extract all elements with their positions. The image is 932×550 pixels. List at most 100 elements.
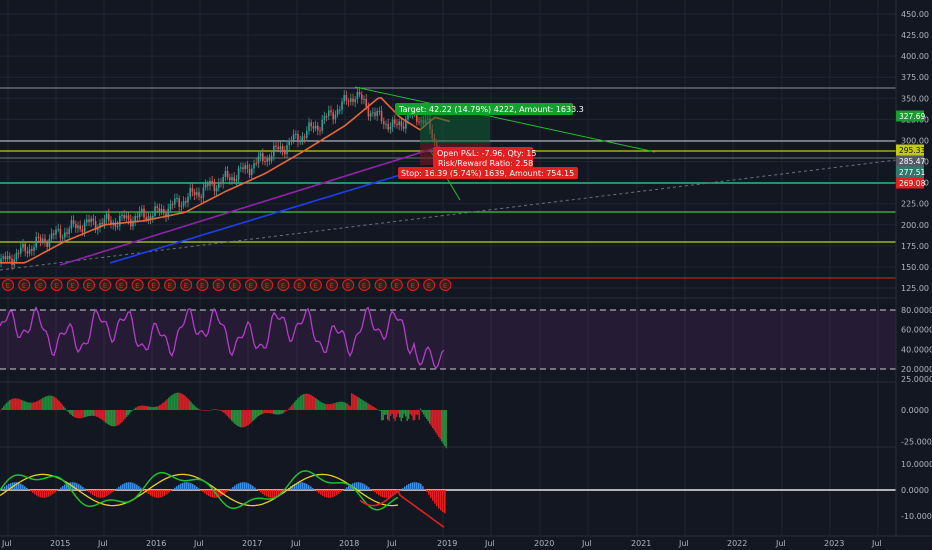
candle-body bbox=[46, 242, 48, 247]
momentum-bar bbox=[342, 401, 344, 410]
momentum-bar bbox=[235, 410, 237, 425]
macd-bar bbox=[262, 490, 264, 495]
macd-bar bbox=[242, 482, 244, 490]
momentum-bar bbox=[208, 410, 210, 411]
target-label-box[interactable]: Target: 42.22 (14.79%) 4222, Amount: 163… bbox=[395, 103, 584, 115]
momentum-bar bbox=[283, 410, 285, 413]
momentum-bar bbox=[370, 405, 372, 410]
macd-bar bbox=[280, 490, 282, 495]
earnings-marker-label: E bbox=[168, 282, 172, 290]
macd-bar bbox=[204, 490, 206, 494]
momentum-pane[interactable] bbox=[0, 392, 447, 449]
macd-bar bbox=[150, 490, 152, 496]
price-pane[interactable]: E E E E E E E E E E E E E E E E E E E E E E E E E E E E Target: 42.… bbox=[0, 86, 897, 291]
momentum-tick-label: -25.0000 bbox=[901, 437, 932, 446]
macd-bar bbox=[106, 490, 108, 497]
macd-bar bbox=[406, 485, 408, 490]
macd-bar bbox=[140, 487, 142, 490]
price-tick-label: 200.00 bbox=[901, 221, 929, 230]
candle-body bbox=[185, 201, 187, 203]
momentum-bar bbox=[189, 400, 191, 410]
momentum-bar bbox=[433, 410, 435, 431]
price-tick-label: 175.00 bbox=[901, 242, 929, 251]
target-label: Target: 42.22 (14.79%) 4222, Amount: 163… bbox=[398, 105, 584, 114]
time-axis-label: 2017 bbox=[242, 539, 262, 548]
price-tags[interactable]: 327.69 295.33 285.47 277.51 269.08 bbox=[896, 110, 925, 189]
candle-body bbox=[0, 258, 2, 264]
momentum-bar bbox=[363, 400, 365, 410]
macd-histogram bbox=[0, 482, 446, 514]
macd-bar bbox=[62, 486, 64, 490]
pnl-box[interactable]: Open P&L: -7.96, Qty: 15 Risk/Reward Rat… bbox=[433, 147, 536, 169]
macd-bar bbox=[310, 486, 312, 490]
stop-label-box[interactable]: Stop: 16.39 (5.74%) 1639, Amount: 754.15 bbox=[398, 167, 578, 179]
momentum-bar bbox=[333, 403, 335, 410]
momentum-bar bbox=[199, 409, 201, 411]
macd-pane[interactable] bbox=[0, 470, 896, 528]
earnings-marker-icon bbox=[374, 279, 387, 291]
candle-body bbox=[200, 196, 202, 198]
candle-body bbox=[244, 165, 246, 170]
time-axis-label: Jul bbox=[678, 539, 689, 548]
time-axis-label: Jul bbox=[871, 539, 882, 548]
candle-body bbox=[127, 215, 130, 220]
momentum-bar bbox=[393, 410, 395, 419]
candle-body bbox=[105, 213, 108, 220]
candle-body bbox=[2, 256, 4, 259]
candle-body bbox=[325, 116, 328, 118]
macd-bar bbox=[272, 490, 274, 498]
momentum-bar bbox=[262, 410, 264, 414]
macd-bar bbox=[326, 490, 328, 498]
momentum-bar bbox=[292, 403, 294, 410]
momentum-bar bbox=[157, 405, 159, 410]
candle-body bbox=[264, 160, 266, 162]
price-tick-label: 300.00 bbox=[901, 136, 929, 145]
earnings-marker-label: E bbox=[232, 282, 236, 290]
momentum-bar bbox=[445, 410, 447, 449]
earnings-marker-label: E bbox=[103, 282, 107, 290]
macd-bar bbox=[34, 490, 36, 495]
momentum-bar bbox=[382, 410, 384, 421]
momentum-bar bbox=[423, 410, 425, 415]
macd-bar bbox=[160, 490, 162, 498]
momentum-bar bbox=[60, 402, 62, 410]
macd-bar bbox=[80, 485, 82, 490]
time-axis[interactable]: Jul 2015 Jul 2016 Jul 2017 Jul 2018 Jul 2019 Jul 20… bbox=[0, 535, 932, 548]
candle-body bbox=[391, 119, 394, 127]
candle-body bbox=[372, 112, 374, 114]
momentum-bar bbox=[379, 410, 381, 411]
macd-bar bbox=[6, 485, 8, 490]
candle-body bbox=[28, 249, 31, 254]
macd-bar bbox=[308, 485, 310, 490]
candle-body bbox=[147, 216, 150, 220]
momentum-bar bbox=[25, 401, 27, 410]
macd-bar bbox=[442, 490, 444, 513]
target-zone[interactable] bbox=[420, 113, 490, 143]
momentum-bar bbox=[424, 410, 426, 417]
earnings-marker-label: E bbox=[297, 282, 301, 290]
momentum-bar bbox=[118, 410, 120, 425]
candle-body bbox=[218, 182, 220, 188]
macd-bar bbox=[152, 490, 154, 497]
candle-body bbox=[350, 98, 352, 102]
candle-body bbox=[405, 119, 407, 129]
price-tag-bg bbox=[896, 155, 924, 167]
momentum-bar bbox=[51, 395, 53, 410]
macd-bar bbox=[188, 482, 190, 490]
candle-body bbox=[237, 168, 240, 180]
momentum-bar bbox=[304, 393, 306, 410]
macd-bar bbox=[364, 484, 366, 490]
macd-bar bbox=[30, 490, 32, 492]
momentum-bar bbox=[129, 410, 131, 414]
macd-bar bbox=[238, 483, 240, 490]
momentum-bar bbox=[250, 410, 252, 423]
macd-bar bbox=[128, 482, 130, 490]
rsi-pane[interactable] bbox=[0, 306, 896, 370]
macd-bar bbox=[218, 490, 220, 498]
candle-body bbox=[240, 167, 242, 169]
macd-bar bbox=[270, 490, 272, 498]
right-price-scale[interactable]: 450.00425.00400.00375.00350.00325.00300.… bbox=[895, 0, 932, 536]
candle-body bbox=[281, 146, 284, 151]
